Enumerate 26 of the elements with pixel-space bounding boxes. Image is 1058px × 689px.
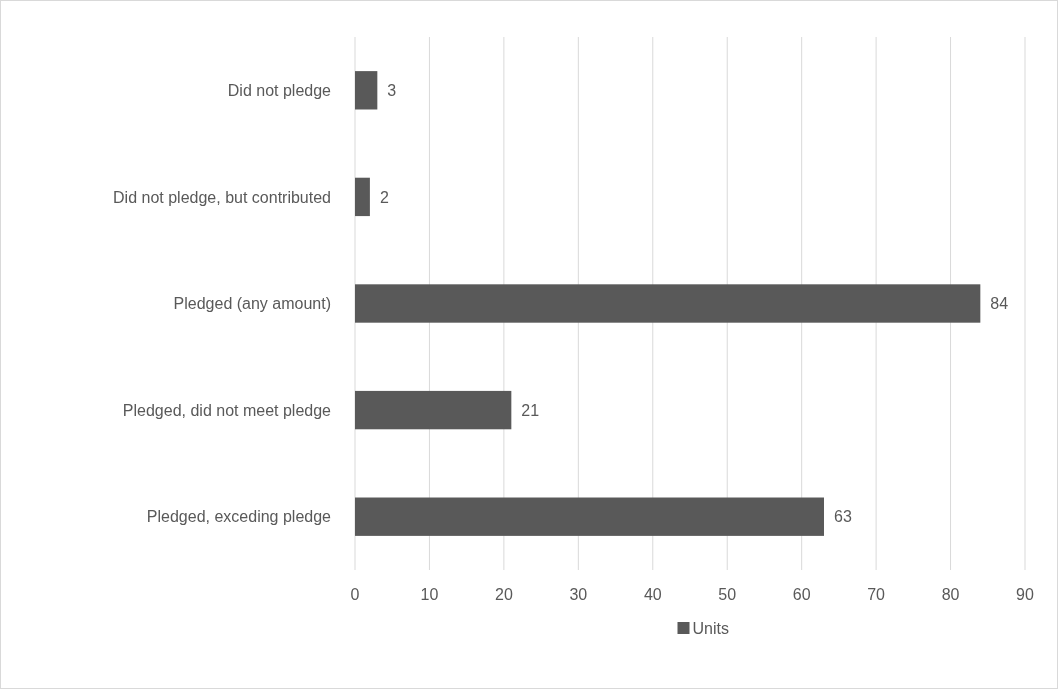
data-label: 63	[834, 508, 852, 526]
y-tick-label: Did not pledge	[227, 81, 332, 99]
x-tick-label: 0	[350, 585, 360, 603]
bar	[355, 390, 512, 430]
y-tick-label: Did not pledge, but contributed	[113, 188, 331, 206]
data-label: 84	[990, 295, 1009, 313]
data-label: 21	[521, 401, 540, 419]
x-tick-label: 90	[1016, 585, 1034, 603]
data-label: 3	[387, 81, 397, 99]
x-tick-label: 70	[867, 585, 886, 603]
y-tick-label: Pledged, exceding pledge	[146, 508, 332, 526]
x-tick-label: 80	[941, 585, 960, 603]
bar	[355, 497, 824, 536]
bar	[355, 284, 981, 323]
legend-label: Units	[692, 619, 729, 637]
x-tick-label: 30	[569, 585, 588, 603]
bar	[355, 177, 370, 217]
y-tick-label: Pledged, did not meet pledge	[122, 401, 332, 419]
bar	[355, 71, 378, 110]
y-tick-label: Pledged (any amount)	[173, 295, 331, 313]
x-tick-label: 50	[718, 585, 737, 603]
x-tick-label: 40	[643, 585, 662, 603]
x-tick-label: 20	[494, 585, 513, 603]
x-tick-label: 60	[792, 585, 811, 603]
data-label: 2	[379, 188, 389, 206]
x-tick-label: 10	[420, 585, 439, 603]
